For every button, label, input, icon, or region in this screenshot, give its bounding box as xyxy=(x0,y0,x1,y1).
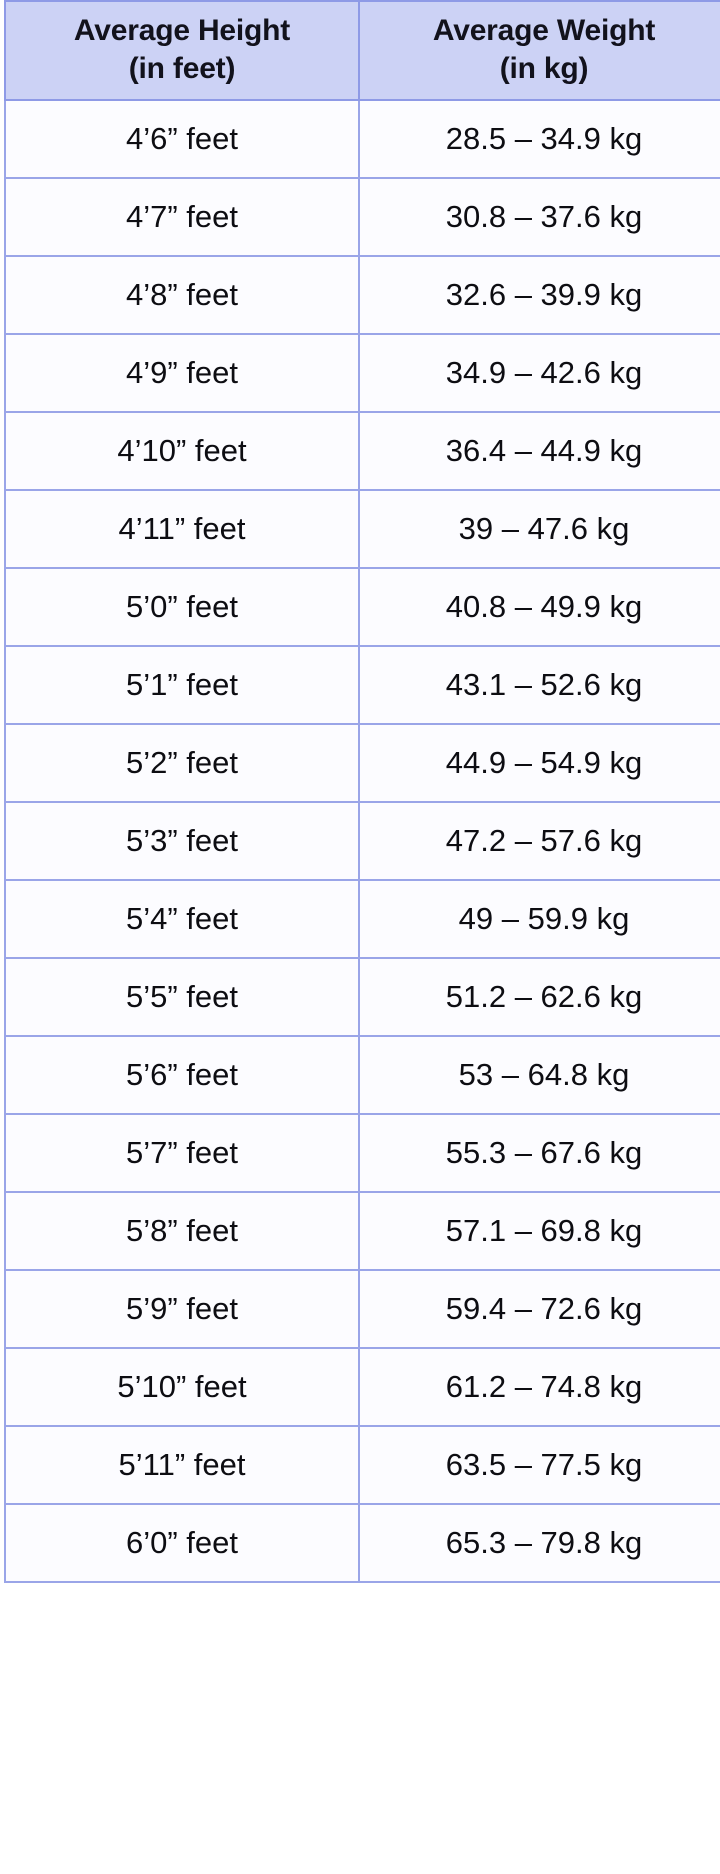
cell-height: 6’0” feet xyxy=(4,1503,360,1583)
cell-weight: 65.3 – 79.8 kg xyxy=(358,1503,720,1583)
table-row: 5’11” feet 63.5 – 77.5 kg xyxy=(4,1425,720,1505)
cell-height: 5’2” feet xyxy=(4,723,360,803)
table-row: 5’6” feet 53 – 64.8 kg xyxy=(4,1035,720,1115)
cell-weight: 55.3 – 67.6 kg xyxy=(358,1113,720,1193)
table-row: 4’7” feet 30.8 – 37.6 kg xyxy=(4,177,720,257)
cell-weight: 57.1 – 69.8 kg xyxy=(358,1191,720,1271)
cell-height: 5’1” feet xyxy=(4,645,360,725)
cell-height: 4’11” feet xyxy=(4,489,360,569)
table-row: 4’8” feet 32.6 – 39.9 kg xyxy=(4,255,720,335)
cell-height: 4’8” feet xyxy=(4,255,360,335)
table-row: 6’0” feet 65.3 – 79.8 kg xyxy=(4,1503,720,1583)
cell-height: 5’0” feet xyxy=(4,567,360,647)
table-row: 5’4” feet 49 – 59.9 kg xyxy=(4,879,720,959)
table-row: 4’10” feet 36.4 – 44.9 kg xyxy=(4,411,720,491)
cell-height: 4’10” feet xyxy=(4,411,360,491)
table-row: 5’9” feet 59.4 – 72.6 kg xyxy=(4,1269,720,1349)
cell-height: 5’5” feet xyxy=(4,957,360,1037)
cell-weight: 28.5 – 34.9 kg xyxy=(358,99,720,179)
cell-height: 5’3” feet xyxy=(4,801,360,881)
table-row: 5’3” feet 47.2 – 57.6 kg xyxy=(4,801,720,881)
cell-weight: 40.8 – 49.9 kg xyxy=(358,567,720,647)
cell-weight: 36.4 – 44.9 kg xyxy=(358,411,720,491)
cell-height: 5’9” feet xyxy=(4,1269,360,1349)
table-row: 5’7” feet 55.3 – 67.6 kg xyxy=(4,1113,720,1193)
cell-height: 5’6” feet xyxy=(4,1035,360,1115)
cell-weight: 63.5 – 77.5 kg xyxy=(358,1425,720,1505)
cell-height: 5’11” feet xyxy=(4,1425,360,1505)
cell-height: 5’4” feet xyxy=(4,879,360,959)
cell-weight: 59.4 – 72.6 kg xyxy=(358,1269,720,1349)
cell-height: 4’9” feet xyxy=(4,333,360,413)
cell-height: 5’7” feet xyxy=(4,1113,360,1193)
column-header-weight-line1: Average Weight xyxy=(432,14,656,47)
column-header-height-line1: Average Height xyxy=(73,14,291,47)
cell-weight: 39 – 47.6 kg xyxy=(358,489,720,569)
cell-weight: 44.9 – 54.9 kg xyxy=(358,723,720,803)
header-row: Average Height (in feet) Average Weight … xyxy=(4,0,720,101)
column-header-weight-line2: (in kg) xyxy=(499,51,589,85)
cell-weight: 49 – 59.9 kg xyxy=(358,879,720,959)
column-header-height: Average Height (in feet) xyxy=(4,0,360,101)
cell-weight: 51.2 – 62.6 kg xyxy=(358,957,720,1037)
table-row: 5’1” feet 43.1 – 52.6 kg xyxy=(4,645,720,725)
column-header-height-line2: (in feet) xyxy=(128,51,236,85)
table-row: 4’11” feet 39 – 47.6 kg xyxy=(4,489,720,569)
cell-weight: 43.1 – 52.6 kg xyxy=(358,645,720,725)
cell-height: 5’10” feet xyxy=(4,1347,360,1427)
table-row: 5’5” feet 51.2 – 62.6 kg xyxy=(4,957,720,1037)
table-row: 5’2” feet 44.9 – 54.9 kg xyxy=(4,723,720,803)
cell-weight: 30.8 – 37.6 kg xyxy=(358,177,720,257)
cell-height: 5’8” feet xyxy=(4,1191,360,1271)
cell-weight: 32.6 – 39.9 kg xyxy=(358,255,720,335)
cell-weight: 61.2 – 74.8 kg xyxy=(358,1347,720,1427)
cell-weight: 34.9 – 42.6 kg xyxy=(358,333,720,413)
cell-weight: 47.2 – 57.6 kg xyxy=(358,801,720,881)
table-row: 5’10” feet 61.2 – 74.8 kg xyxy=(4,1347,720,1427)
height-weight-table: Average Height (in feet) Average Weight … xyxy=(4,0,720,1583)
table-row: 5’0” feet 40.8 – 49.9 kg xyxy=(4,567,720,647)
cell-height: 4’6” feet xyxy=(4,99,360,179)
column-header-weight: Average Weight (in kg) xyxy=(358,0,720,101)
cell-height: 4’7” feet xyxy=(4,177,360,257)
table-row: 4’9” feet 34.9 – 42.6 kg xyxy=(4,333,720,413)
cell-weight: 53 – 64.8 kg xyxy=(358,1035,720,1115)
table-row: 4’6” feet 28.5 – 34.9 kg xyxy=(4,99,720,179)
table-row: 5’8” feet 57.1 – 69.8 kg xyxy=(4,1191,720,1271)
table-header: Average Height (in feet) Average Weight … xyxy=(4,0,720,101)
table-body: 4’6” feet 28.5 – 34.9 kg 4’7” feet 30.8 – 3… xyxy=(4,99,720,1583)
